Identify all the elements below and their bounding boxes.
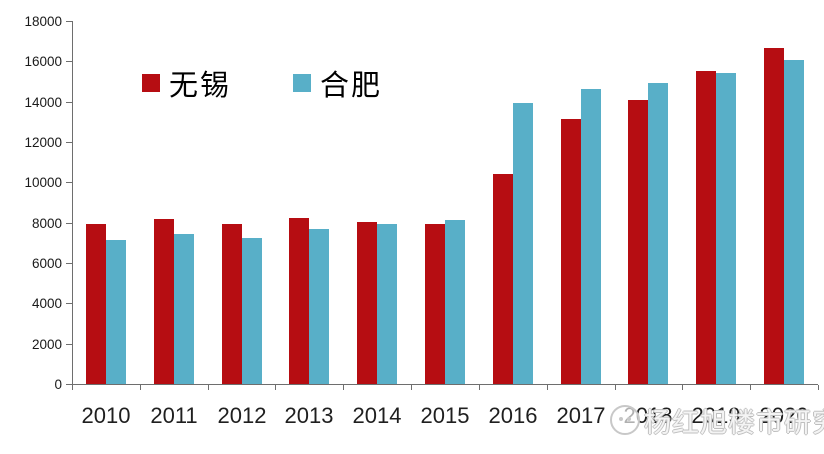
y-axis-label-2000: 2000 [31,337,62,352]
y-axis-label-8000: 8000 [31,216,62,231]
legend: 无锡 合肥 [142,66,382,102]
y-axis-label-0: 0 [54,377,62,392]
x-tick-0 [72,385,73,390]
bar-无锡-2014 [357,222,377,384]
bar-无锡-2020 [764,48,784,384]
y-tick-4000 [66,303,72,304]
x-axis-label-2020: 2020 [759,403,809,428]
x-axis-label-2011: 2011 [150,403,198,428]
x-tick-2 [208,385,209,390]
x-axis-label-2010: 2010 [81,403,131,428]
bar-合肥-2017 [581,89,601,384]
x-axis-label-2016: 2016 [488,403,538,428]
bar-无锡-2011 [154,219,174,384]
bar-合肥-2015 [445,220,465,384]
legend-swatch-icon [142,74,160,92]
bar-合肥-2018 [648,83,668,384]
y-axis-label-6000: 6000 [31,256,62,271]
y-axis-label-16000: 16000 [24,54,62,69]
bar-合肥-2013 [309,229,329,384]
y-tick-12000 [66,142,72,143]
y-tick-8000 [66,223,72,224]
x-tick-10 [750,385,751,390]
x-tick-1 [140,385,141,390]
x-axis-label-2019: 2019 [691,403,741,428]
y-tick-18000 [66,21,72,22]
bar-合肥-2016 [513,103,533,384]
bar-合肥-2012 [242,238,262,384]
x-tick-7 [547,385,548,390]
x-axis-label-2017: 2017 [556,403,606,428]
bar-合肥-2020 [784,60,804,384]
y-tick-2000 [66,344,72,345]
x-axis-label-2015: 2015 [420,403,470,428]
bar-无锡-2010 [86,224,106,384]
bar-无锡-2015 [425,224,445,384]
x-axis-label-2014: 2014 [352,403,402,428]
legend-label: 合肥 [320,68,383,102]
legend-item-无锡: 无锡 [142,62,231,104]
y-tick-0 [66,384,72,385]
legend-item-合肥: 合肥 [293,62,382,104]
y-axis-label-12000: 12000 [24,135,62,150]
y-tick-10000 [66,182,72,183]
x-axis-label-2012: 2012 [217,403,267,428]
x-axis-line [66,384,818,385]
bar-无锡-2019 [696,71,716,384]
y-axis-label-14000: 14000 [24,95,62,110]
bar-无锡-2017 [561,119,581,384]
y-axis-label-4000: 4000 [31,296,62,311]
legend-swatch-icon [293,74,312,92]
bar-无锡-2016 [493,174,513,384]
x-tick-5 [411,385,412,390]
x-axis-label-2018: 2018 [623,403,673,428]
x-tick-8 [615,385,616,390]
y-axis-label-10000: 10000 [24,175,62,190]
bar-无锡-2018 [628,100,648,384]
bar-合肥-2019 [716,73,736,384]
x-tick-6 [479,385,480,390]
y-axis-line [72,21,73,389]
y-axis-label-18000: 18000 [24,14,62,29]
plot-area [72,21,818,384]
x-axis-label-2013: 2013 [284,403,334,428]
y-tick-16000 [66,61,72,62]
legend-label: 无锡 [169,68,232,102]
bar-无锡-2013 [289,218,309,384]
y-tick-14000 [66,102,72,103]
x-tick-9 [682,385,683,390]
y-tick-6000 [66,263,72,264]
bar-合肥-2011 [174,234,194,384]
bar-无锡-2012 [222,224,242,384]
x-tick-11 [818,385,819,390]
bar-合肥-2010 [106,240,126,384]
x-tick-3 [275,385,276,390]
bar-合肥-2014 [377,224,397,384]
x-tick-4 [343,385,344,390]
